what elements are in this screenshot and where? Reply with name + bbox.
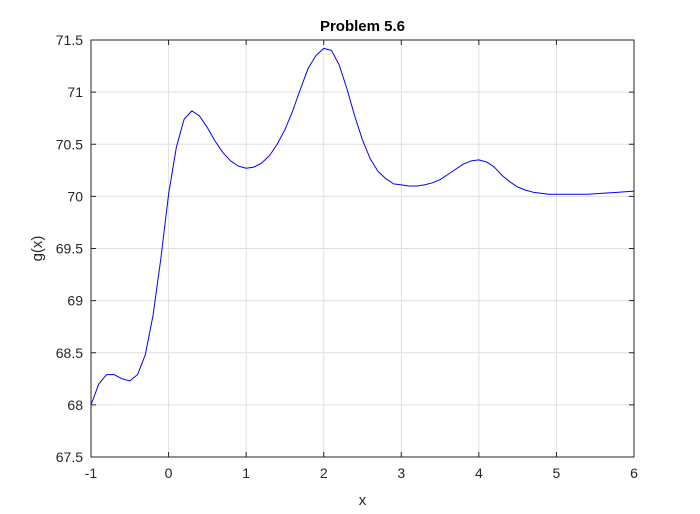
y-axis-label: g(x) bbox=[29, 236, 46, 262]
plot-area: -1 0 1 2 3 4 5 6 67.5 68 68.5 69 69.5 70 70.5 71 71.5 bbox=[56, 32, 638, 481]
y-tick-label: 70 bbox=[67, 188, 83, 204]
y-tick-label: 68.5 bbox=[56, 345, 83, 361]
y-tick-label: 67.5 bbox=[56, 449, 83, 465]
y-tick-label: 71.5 bbox=[56, 32, 83, 48]
tick-marks bbox=[90, 39, 635, 458]
x-axis-label: x bbox=[359, 492, 367, 509]
x-tick-label: 0 bbox=[165, 465, 173, 481]
x-tick-label: 5 bbox=[553, 465, 561, 481]
x-tick-label: 2 bbox=[320, 465, 328, 481]
y-tick-label: 68 bbox=[67, 397, 83, 413]
x-tick-label: 3 bbox=[397, 465, 405, 481]
y-tick-label: 70.5 bbox=[56, 136, 83, 152]
x-tick-label: 4 bbox=[475, 465, 483, 481]
chart-title: Problem 5.6 bbox=[320, 18, 405, 35]
x-tick-label: 1 bbox=[242, 465, 250, 481]
y-tick-label: 71 bbox=[67, 84, 83, 100]
y-tick-label: 69.5 bbox=[56, 241, 83, 257]
y-tick-labels: 67.5 68 68.5 69 69.5 70 70.5 71 71.5 bbox=[56, 32, 83, 465]
x-tick-labels: -1 0 1 2 3 4 5 6 bbox=[85, 465, 638, 481]
x-tick-label: 6 bbox=[630, 465, 638, 481]
x-tick-label: -1 bbox=[85, 465, 98, 481]
y-tick-label: 69 bbox=[67, 293, 83, 309]
series-layer bbox=[90, 47, 635, 406]
series-line bbox=[90, 47, 635, 406]
